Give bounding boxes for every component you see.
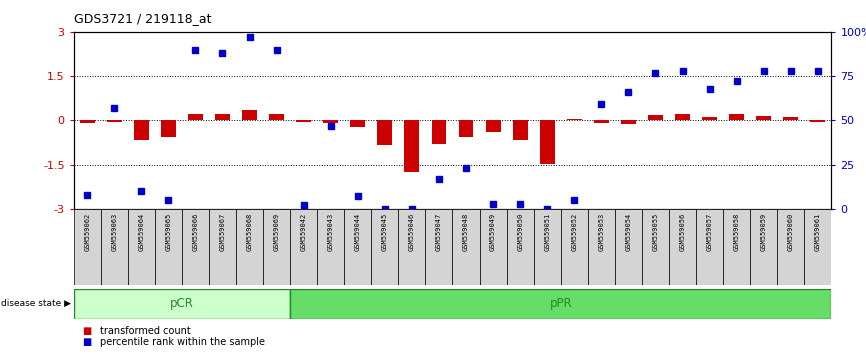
Bar xyxy=(215,114,229,120)
Bar xyxy=(351,120,365,127)
Text: GSM559047: GSM559047 xyxy=(436,213,442,251)
Text: GSM559054: GSM559054 xyxy=(625,213,631,251)
FancyBboxPatch shape xyxy=(236,209,263,285)
Bar xyxy=(702,117,717,120)
FancyBboxPatch shape xyxy=(805,209,831,285)
Text: GSM559061: GSM559061 xyxy=(815,213,821,251)
Text: GSM559060: GSM559060 xyxy=(788,213,794,251)
Bar xyxy=(459,120,474,137)
Text: GSM559067: GSM559067 xyxy=(219,213,225,251)
Bar xyxy=(431,120,446,144)
Bar xyxy=(756,116,771,120)
Bar xyxy=(513,120,527,139)
Bar xyxy=(784,117,798,120)
Text: GSM559052: GSM559052 xyxy=(572,213,578,251)
Bar xyxy=(80,120,94,123)
Text: percentile rank within the sample: percentile rank within the sample xyxy=(100,337,265,347)
Bar xyxy=(729,114,744,120)
Bar xyxy=(594,120,609,123)
Text: GSM559066: GSM559066 xyxy=(192,213,198,251)
Text: GSM559048: GSM559048 xyxy=(463,213,469,251)
Bar xyxy=(290,289,831,319)
Text: pCR: pCR xyxy=(170,297,194,310)
Text: GSM559053: GSM559053 xyxy=(598,213,604,251)
Text: GSM559050: GSM559050 xyxy=(517,213,523,251)
FancyBboxPatch shape xyxy=(480,209,507,285)
Text: GSM559043: GSM559043 xyxy=(327,213,333,251)
FancyBboxPatch shape xyxy=(452,209,480,285)
Text: GSM559069: GSM559069 xyxy=(274,213,280,251)
Text: transformed count: transformed count xyxy=(100,326,191,336)
Bar xyxy=(74,289,290,319)
Bar xyxy=(486,120,501,132)
Text: GSM559044: GSM559044 xyxy=(355,213,361,251)
FancyBboxPatch shape xyxy=(750,209,778,285)
Text: GSM559046: GSM559046 xyxy=(409,213,415,251)
Bar xyxy=(811,120,825,122)
FancyBboxPatch shape xyxy=(74,209,100,285)
FancyBboxPatch shape xyxy=(155,209,182,285)
Text: GSM559065: GSM559065 xyxy=(165,213,171,251)
Text: disease state ▶: disease state ▶ xyxy=(1,299,71,308)
FancyBboxPatch shape xyxy=(263,209,290,285)
Text: GSM559057: GSM559057 xyxy=(707,213,713,251)
FancyBboxPatch shape xyxy=(345,209,372,285)
FancyBboxPatch shape xyxy=(642,209,669,285)
FancyBboxPatch shape xyxy=(182,209,209,285)
Text: GSM559049: GSM559049 xyxy=(490,213,496,251)
Bar xyxy=(188,114,203,120)
FancyBboxPatch shape xyxy=(533,209,561,285)
FancyBboxPatch shape xyxy=(372,209,398,285)
FancyBboxPatch shape xyxy=(615,209,642,285)
Text: GSM559042: GSM559042 xyxy=(301,213,307,251)
Bar xyxy=(134,120,149,139)
Bar xyxy=(648,115,662,120)
Text: GSM559055: GSM559055 xyxy=(652,213,658,251)
Text: GSM559058: GSM559058 xyxy=(734,213,740,251)
Bar xyxy=(296,120,311,122)
Text: GDS3721 / 219118_at: GDS3721 / 219118_at xyxy=(74,12,211,25)
FancyBboxPatch shape xyxy=(669,209,696,285)
FancyBboxPatch shape xyxy=(588,209,615,285)
Bar xyxy=(323,120,338,123)
FancyBboxPatch shape xyxy=(561,209,588,285)
FancyBboxPatch shape xyxy=(696,209,723,285)
Text: GSM559045: GSM559045 xyxy=(382,213,388,251)
Text: ■: ■ xyxy=(82,326,92,336)
Text: GSM559059: GSM559059 xyxy=(760,213,766,251)
Bar xyxy=(675,114,690,120)
Text: pPR: pPR xyxy=(549,297,572,310)
Bar xyxy=(269,114,284,120)
Bar xyxy=(540,120,554,164)
Bar xyxy=(161,120,176,137)
Bar xyxy=(107,120,121,122)
FancyBboxPatch shape xyxy=(209,209,236,285)
FancyBboxPatch shape xyxy=(317,209,345,285)
FancyBboxPatch shape xyxy=(778,209,805,285)
FancyBboxPatch shape xyxy=(128,209,155,285)
Bar xyxy=(378,120,392,145)
Text: GSM559068: GSM559068 xyxy=(247,213,253,251)
FancyBboxPatch shape xyxy=(100,209,128,285)
Text: GSM559051: GSM559051 xyxy=(544,213,550,251)
Bar xyxy=(404,120,419,172)
Text: ■: ■ xyxy=(82,337,92,347)
Bar xyxy=(242,110,257,120)
Text: GSM559063: GSM559063 xyxy=(111,213,117,251)
FancyBboxPatch shape xyxy=(425,209,452,285)
Text: GSM559056: GSM559056 xyxy=(680,213,686,251)
FancyBboxPatch shape xyxy=(507,209,533,285)
Text: GSM559064: GSM559064 xyxy=(139,213,145,251)
Text: GSM559062: GSM559062 xyxy=(84,213,90,251)
FancyBboxPatch shape xyxy=(290,209,317,285)
FancyBboxPatch shape xyxy=(723,209,750,285)
Bar xyxy=(621,120,636,124)
FancyBboxPatch shape xyxy=(398,209,425,285)
